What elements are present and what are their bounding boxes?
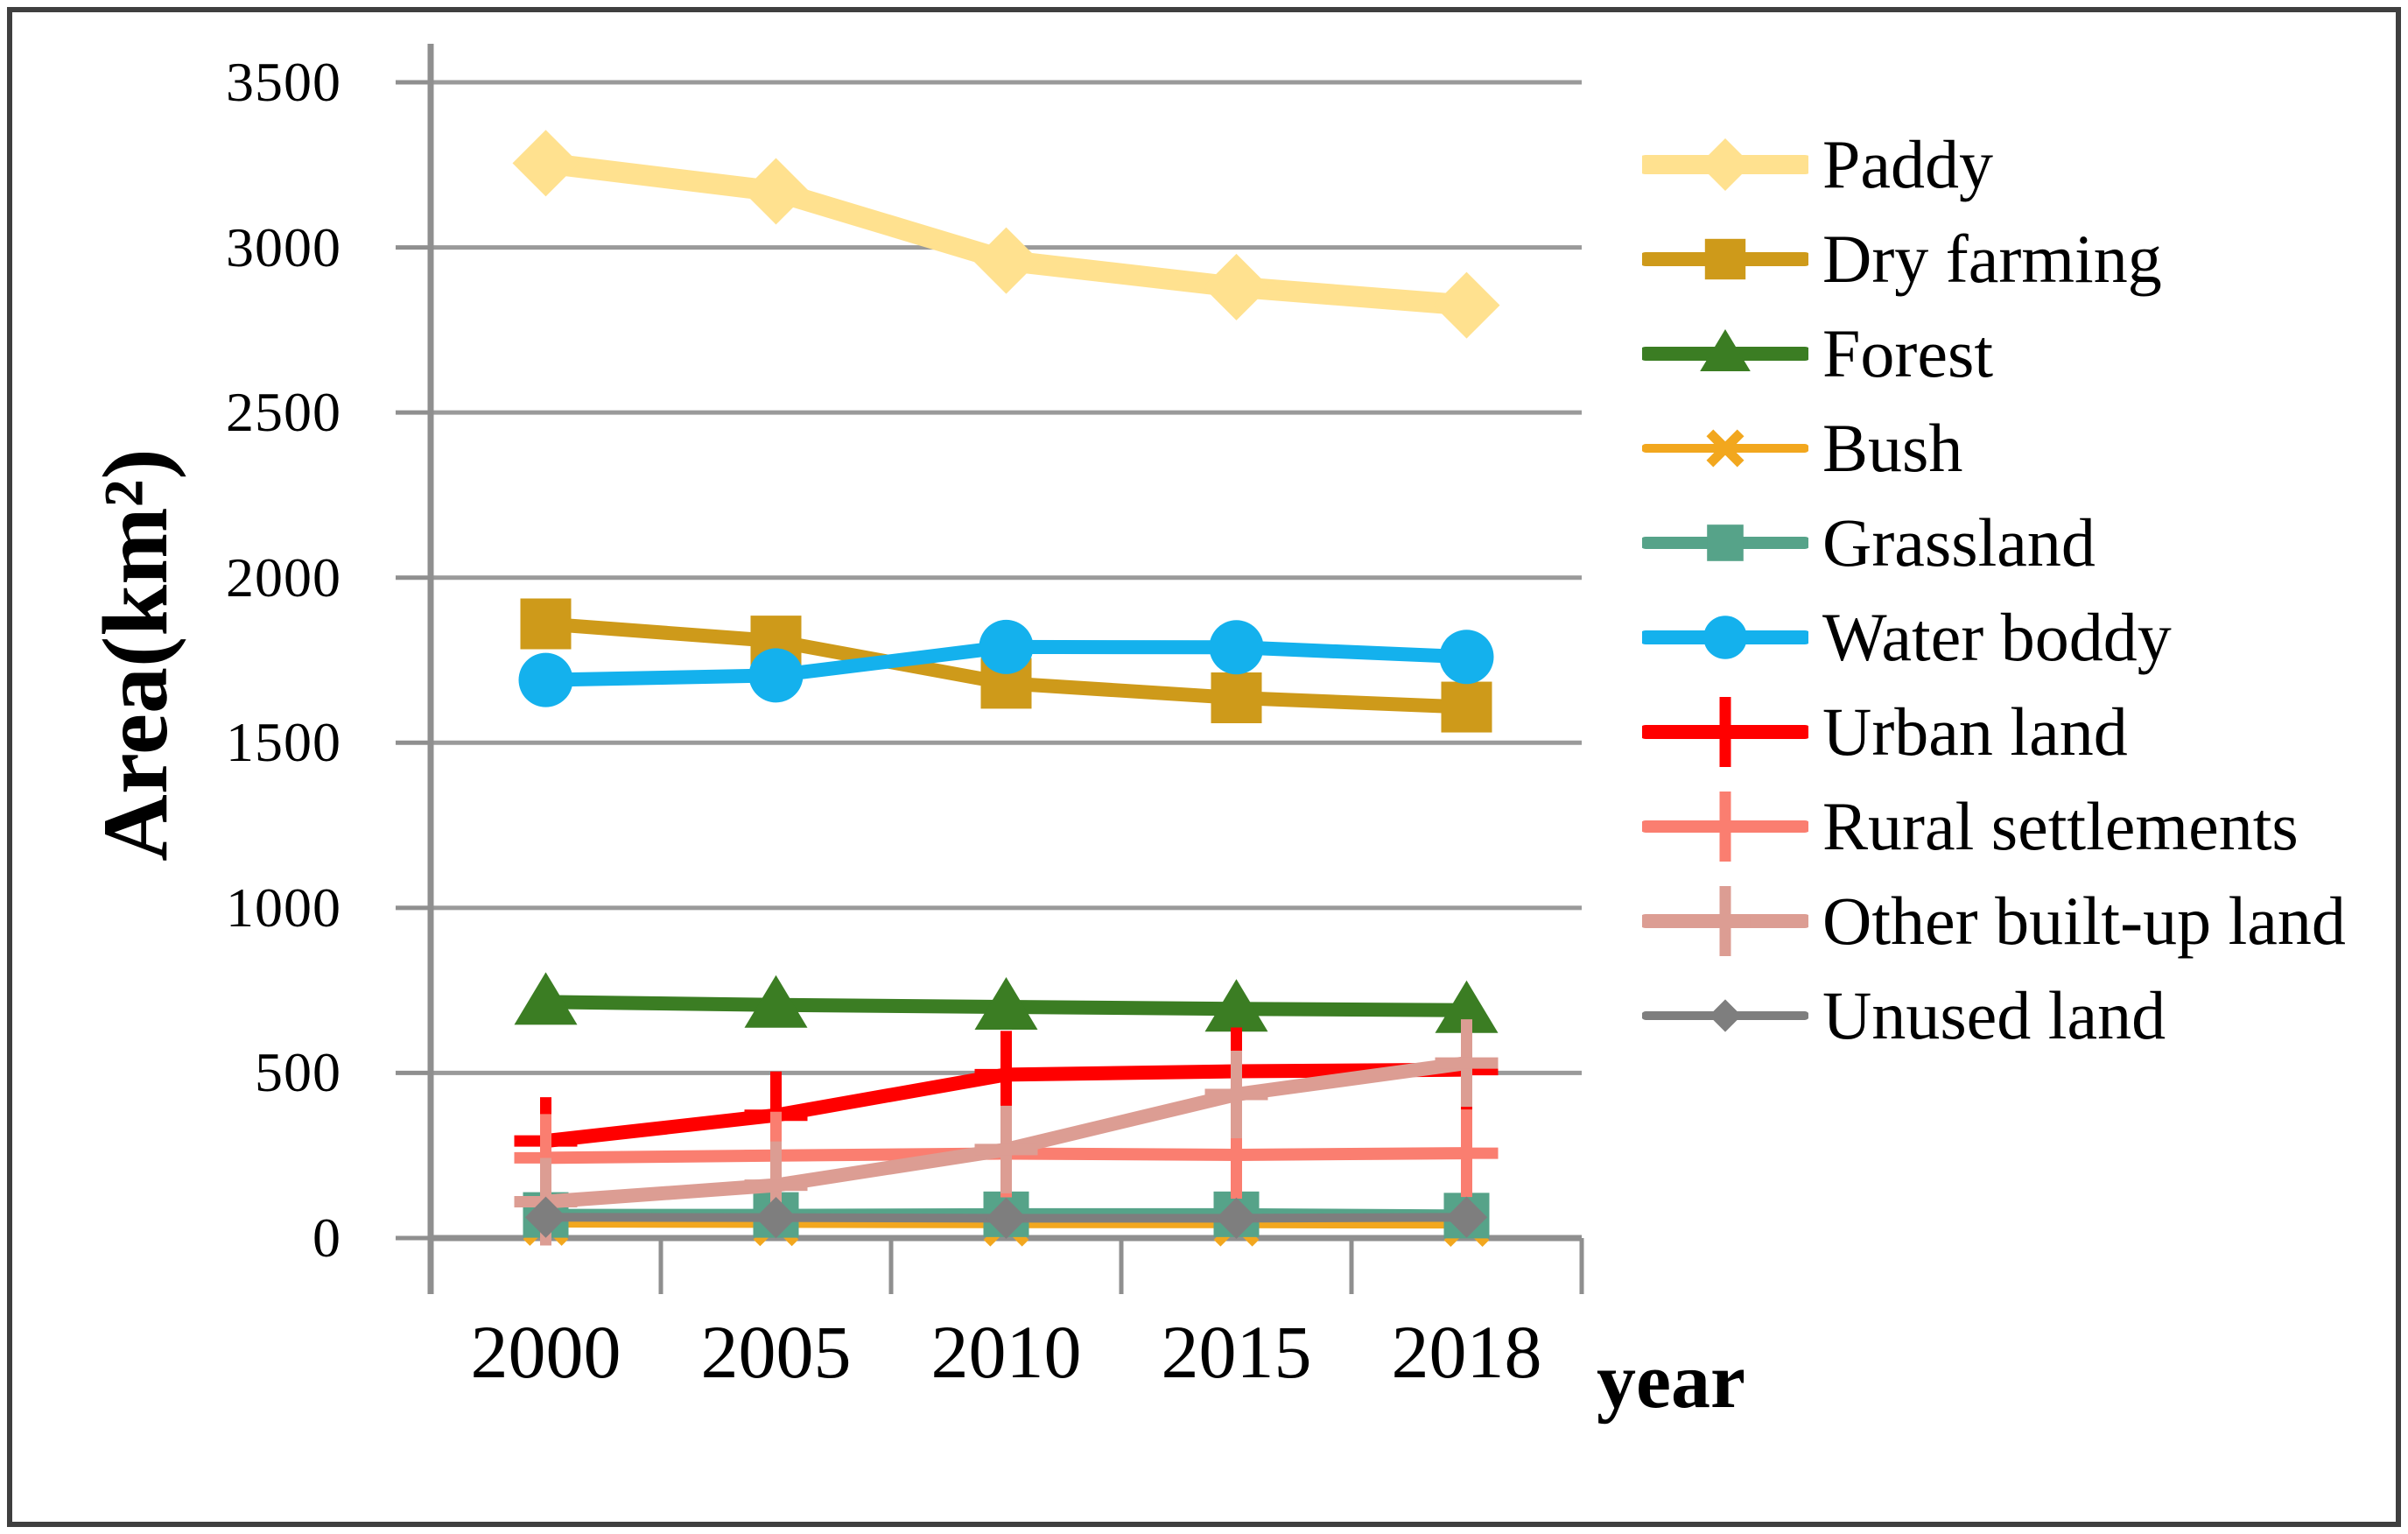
series-paddy: [512, 130, 1500, 339]
legend-marker-urban-land-icon: [1642, 697, 1808, 767]
legend-marker-forest-icon: [1642, 329, 1808, 371]
legend-marker-paddy-icon: [1642, 138, 1808, 191]
x-axis-title: year: [1597, 1338, 1745, 1425]
legend-marker-unused-land-icon: [1642, 999, 1808, 1032]
legend-item-water-boddy: Water boddy: [1642, 590, 2172, 685]
legend-label: Paddy: [1822, 126, 1993, 202]
legend-label: Urban land: [1822, 693, 2128, 770]
legend-item-forest: Forest: [1642, 306, 1993, 401]
y-tick-label-2500: 2500: [226, 381, 341, 444]
y-axis-title: Area(km²): [84, 448, 186, 862]
y-tick-label-3500: 3500: [226, 51, 341, 113]
legend-item-dry-farming: Dry farming: [1642, 212, 2162, 306]
legend-marker-grassland-icon: [1642, 524, 1808, 561]
legend-item-other-built-up-land: Other built-up land: [1642, 874, 2346, 968]
legend-label: Bush: [1822, 410, 1963, 486]
y-tick-label-2000: 2000: [226, 545, 341, 609]
legend-item-urban-land: Urban land: [1642, 685, 2128, 779]
y-tick-label-0: 0: [312, 1207, 341, 1269]
x-tick-label-2005: 2005: [700, 1310, 852, 1394]
legend-item-unused-land: Unused land: [1642, 968, 2166, 1063]
x-tick-label-2010: 2010: [930, 1310, 1082, 1394]
x-tick-label-2018: 2018: [1391, 1310, 1542, 1394]
legend-marker-rural-settlements-icon: [1642, 792, 1808, 862]
legend-label: Other built-up land: [1822, 883, 2346, 959]
legend-label: Dry farming: [1822, 221, 2162, 297]
legend-item-grassland: Grassland: [1642, 496, 2096, 590]
legend-item-bush: Bush: [1642, 401, 1962, 496]
x-tick-label-2015: 2015: [1161, 1310, 1312, 1394]
legend-marker-bush-icon: [1642, 429, 1808, 468]
legend-item-paddy: Paddy: [1642, 117, 1993, 212]
series-forest: [514, 972, 1499, 1033]
series-water-boddy: [518, 619, 1494, 707]
legend-marker-water-boddy-icon: [1642, 616, 1808, 659]
legend-label: Grassland: [1822, 504, 2096, 581]
legend-marker-dry-farming-icon: [1642, 238, 1808, 280]
legend-item-rural-settlements: Rural settlements: [1642, 779, 2299, 874]
y-tick-label-1000: 1000: [226, 876, 341, 939]
y-tick-label-3000: 3000: [226, 215, 341, 278]
legend-label: Rural settlements: [1822, 788, 2299, 864]
x-tick-label-2000: 2000: [470, 1310, 621, 1394]
legend-label: Unused land: [1822, 977, 2166, 1053]
legend-label: Water boddy: [1822, 599, 2172, 675]
legend-label: Forest: [1822, 315, 1993, 391]
y-tick-label-500: 500: [255, 1041, 341, 1104]
series-unused-land: [524, 1196, 1488, 1239]
legend-marker-other-built-up-land-icon: [1642, 886, 1808, 956]
y-tick-label-1500: 1500: [226, 711, 341, 774]
